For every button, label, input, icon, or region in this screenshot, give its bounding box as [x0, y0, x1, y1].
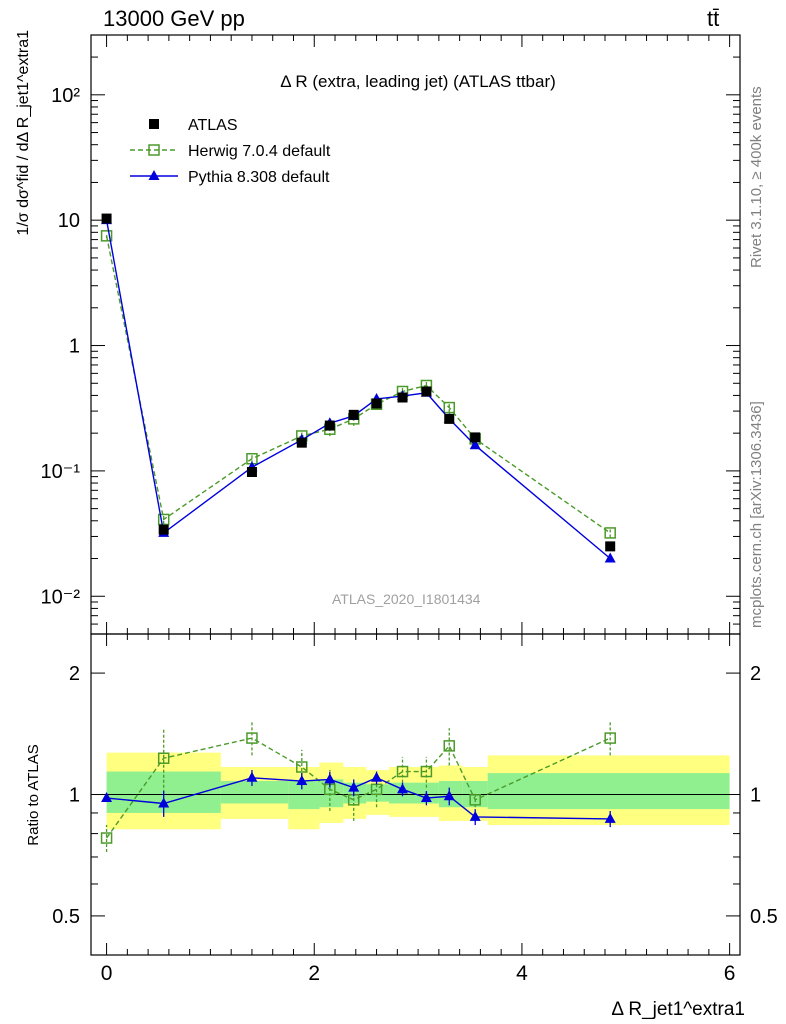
ratio-herwig-line	[106, 737, 611, 839]
atlas-point	[324, 420, 335, 431]
ratio-y-tick-label-right: 1	[750, 785, 761, 807]
atlas-point	[246, 466, 257, 477]
mcplots-label: mcplots.cern.ch [arXiv:1306.3436]	[748, 401, 765, 628]
herwig-point	[604, 527, 616, 539]
ratio-pythia-point	[420, 792, 432, 803]
atlas-point	[470, 432, 481, 443]
chart-title: Δ R (extra, leading jet) (ATLAS ttbar)	[280, 72, 556, 91]
ratio-herwig-point	[296, 761, 308, 773]
ratio-pythia-point	[397, 783, 409, 794]
x-tick-label: 4	[516, 962, 528, 985]
ratio-pythia-point	[469, 810, 481, 821]
pythia-point	[604, 552, 616, 563]
ratio-y-tick-label: 2	[69, 663, 80, 685]
rivet-label: Rivet 3.1.10, ≥ 400k events	[748, 86, 765, 268]
atlas-point	[421, 386, 432, 397]
band-inner-1	[220, 781, 289, 804]
legend-entry: Pythia 8.308 default	[188, 169, 330, 186]
legend-entry: Herwig 7.0.4 default	[188, 143, 331, 160]
main-panel: 10⁻² 10⁻¹ 1 10 10² Δ R (extra, leading jet) (…	[15, 30, 741, 635]
ratio-herwig-point	[604, 732, 616, 744]
y-tick-label: 10²	[51, 85, 80, 107]
atlas-point	[444, 413, 455, 424]
ratio-herwig-point	[420, 765, 433, 778]
ratio-y-tick-label: 0.5	[52, 906, 80, 928]
legend: ATLAS Herwig 7.0.4 default Pythia 8.308 de…	[130, 117, 331, 186]
x-tick-label: 6	[724, 962, 736, 985]
ratio-y-tick-label-right: 0.5	[750, 906, 778, 928]
atlas-point	[605, 541, 616, 552]
ratio-herwig-point	[246, 732, 258, 744]
ratio-y-tick-label: 1	[69, 785, 80, 807]
ratio-pythia-point	[246, 771, 258, 782]
x-axis-label: Δ R_jet1^extra1	[611, 999, 745, 1020]
ratio-y-tick-label-right: 2	[750, 663, 761, 685]
atlas-point	[158, 524, 169, 535]
herwig-line	[105, 235, 611, 534]
band-inner-2	[288, 781, 320, 810]
legend-pythia-marker	[148, 170, 160, 180]
ratio-herwig-point	[157, 752, 170, 764]
y-tick-label: 10⁻²	[41, 586, 81, 608]
ratio-herwig-point	[370, 783, 383, 796]
band-inner-10	[487, 773, 730, 810]
ratio-pythia-point	[443, 790, 455, 801]
ratio-herwig-point	[469, 794, 481, 806]
ratio-herwig-point	[100, 832, 113, 844]
ratio-panel: 0 2 4 6 0.5 0.5 1 1 2 2 Ratio to ATLAS Δ R_jet1^ext…	[25, 633, 778, 1020]
ratio-herwig-point	[396, 765, 409, 778]
band-inner-5	[366, 784, 390, 802]
ratio-pythia-point	[158, 797, 170, 808]
herwig-point	[443, 401, 455, 414]
process-label: tt̄	[707, 6, 720, 31]
y-tick-label: 1	[69, 336, 80, 358]
herwig-point	[100, 230, 113, 242]
pythia-line	[105, 220, 611, 560]
herwig-point	[157, 513, 170, 526]
x-tick-label: 0	[101, 962, 113, 985]
ratio-herwig-point	[443, 740, 455, 752]
ratio-pythia-point	[296, 775, 308, 786]
atlas-point	[296, 437, 307, 448]
ratio-pythia-point	[604, 812, 616, 823]
atlas-point	[371, 398, 382, 409]
ratio-pythia-point	[371, 771, 383, 782]
analysis-id: ATLAS_2020_I1801434	[332, 591, 481, 607]
y-tick-label: 10	[58, 210, 80, 232]
ratio-y-axis-label: Ratio to ATLAS	[25, 744, 42, 845]
legend-herwig-marker	[148, 144, 160, 156]
x-tick-label: 2	[308, 962, 320, 985]
pythia-point	[469, 439, 481, 450]
legend-atlas-marker	[149, 119, 159, 129]
y-tick-label: 10⁻¹	[41, 461, 81, 483]
atlas-point	[397, 392, 408, 403]
atlas-point	[101, 213, 112, 224]
atlas-point	[348, 409, 359, 420]
ratio-pythia-point	[324, 773, 336, 784]
legend-entry: ATLAS	[188, 117, 238, 134]
energy-label: 13000 GeV pp	[103, 6, 245, 31]
ratio-pythia-point	[348, 781, 360, 792]
y-axis-label: 1/σ dσ^fid / dΔ R_jet1^extra1	[15, 30, 32, 236]
ratio-pythia-point	[101, 792, 113, 803]
